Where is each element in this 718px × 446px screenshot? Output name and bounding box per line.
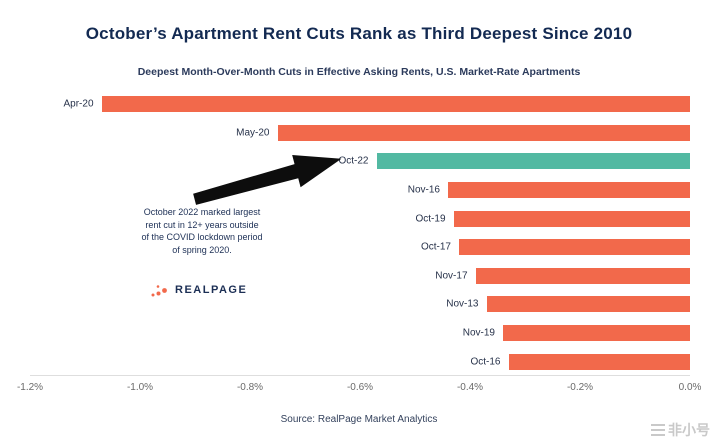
bar-nov-19 — [503, 325, 690, 342]
chart-subtitle: Deepest Month-Over-Month Cuts in Effecti… — [137, 66, 581, 78]
bar-nov-17 — [475, 267, 690, 284]
bar-category-label: Nov-19 — [462, 327, 495, 339]
bar-category-label: Nov-17 — [435, 270, 468, 282]
chart-row: Nov-19 — [30, 319, 690, 348]
chart-row: Apr-20 — [30, 90, 690, 119]
realpage-logo-text: REALPAGE — [175, 284, 248, 296]
bar-nov-16 — [448, 182, 690, 199]
bar-category-label: Nov-13 — [446, 298, 479, 310]
watermark: 非小号 — [651, 420, 710, 440]
bar-category-label: Nov-16 — [407, 184, 440, 196]
x-axis: -1.2% -1.0% -0.8% -0.6% -0.4% -0.2% 0.0% — [17, 382, 701, 396]
bar-oct-19 — [453, 210, 690, 227]
x-tick-label: 0.0% — [678, 382, 702, 393]
chart-title: October’s Apartment Rent Cuts Rank as Th… — [85, 24, 633, 43]
x-tick-label: -0.2% — [566, 382, 594, 393]
x-tick-label: -1.2% — [16, 382, 44, 393]
realpage-logo: REALPAGE — [150, 282, 247, 298]
bar-nov-13 — [486, 296, 690, 313]
x-tick-label: -1.0% — [126, 382, 154, 393]
chart-row: Oct-16 — [30, 347, 690, 376]
bar-series: Apr-20 May-20 Oct-22 Nov-16 Oct-19 Oct-17 Nov-… — [30, 90, 690, 376]
watermark-logo-icon — [651, 424, 665, 436]
bar-category-label: Oct-16 — [470, 356, 501, 368]
annotation-text: October 2022 marked largest rent cut in … — [141, 207, 263, 255]
realpage-dots-icon — [151, 285, 167, 297]
bar-oct-22 — [376, 153, 690, 170]
x-tick-label: -0.8% — [236, 382, 264, 393]
bar-category-label: Apr-20 — [63, 98, 94, 110]
bar-category-label: Oct-17 — [420, 241, 451, 253]
x-tick-label: -0.6% — [346, 382, 374, 393]
watermark-text: 非小号 — [668, 422, 710, 438]
plot-area: Apr-20 May-20 Oct-22 Nov-16 Oct-19 Oct-17 Nov-… — [30, 90, 690, 376]
source-caption: Source: RealPage Market Analytics — [280, 414, 438, 425]
x-tick-label: -0.4% — [456, 382, 484, 393]
bar-oct-16 — [508, 353, 690, 370]
chart-row: Nov-17 — [30, 262, 690, 291]
chart-row: May-20 — [30, 119, 690, 148]
bar-may-20 — [277, 124, 690, 141]
chart-row: Nov-16 — [30, 176, 690, 205]
chart-row: Oct-17 — [30, 233, 690, 262]
bar-category-label: May-20 — [236, 127, 270, 139]
bar-category-label: Oct-22 — [338, 155, 369, 167]
bar-apr-20 — [101, 96, 690, 113]
annotation-arrow-icon — [193, 154, 342, 205]
chart-row: Oct-22 — [30, 147, 690, 176]
chart-row: Oct-19 — [30, 204, 690, 233]
chart-row: Nov-13 — [30, 290, 690, 319]
bar-category-label: Oct-19 — [415, 213, 446, 225]
bar-oct-17 — [459, 239, 690, 256]
